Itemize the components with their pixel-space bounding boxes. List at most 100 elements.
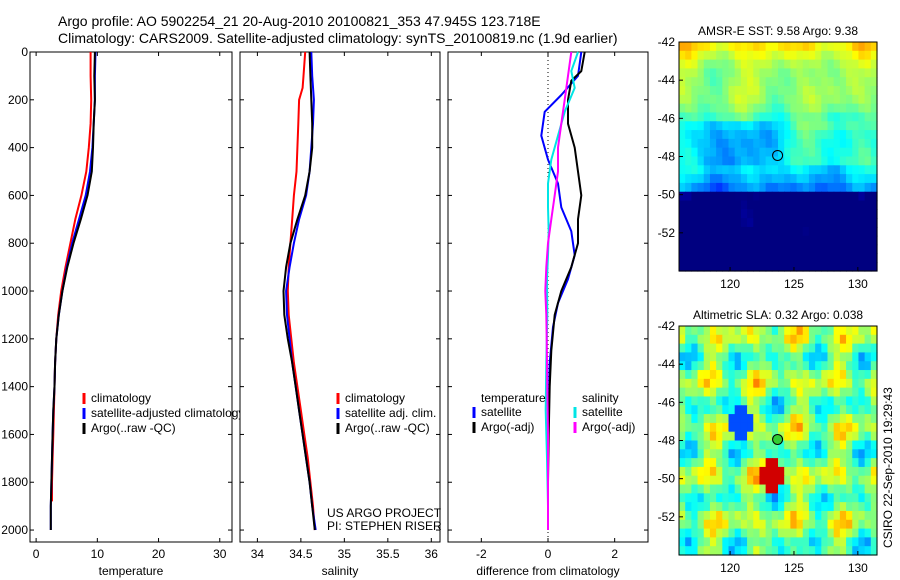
sst_map-cell	[821, 253, 829, 263]
sst_map-cell	[771, 94, 779, 105]
sst_map-cell	[722, 50, 730, 61]
sst_map-cell	[864, 244, 872, 254]
sst_map-cell	[679, 77, 686, 87]
sst_map-cell	[778, 262, 785, 272]
sla_map-cell	[846, 502, 853, 512]
sst_map-cell	[839, 165, 847, 175]
sst_map-cell	[846, 253, 853, 263]
sla_map-cell	[870, 493, 878, 503]
sst_map-cell	[839, 86, 847, 96]
sst_map-cell	[833, 253, 841, 263]
sla_map-cell	[870, 537, 878, 547]
sst_map-cell	[753, 121, 761, 131]
sla_map-cell	[722, 458, 730, 468]
sla_map-cell	[790, 361, 798, 371]
sla_map-cell	[846, 431, 853, 442]
sla_map-cell	[685, 510, 692, 521]
sst_map-cell	[679, 156, 686, 166]
sla_map-cell	[703, 440, 711, 450]
sst_map-cell	[685, 218, 692, 228]
sst_map-cell	[784, 244, 791, 254]
sla_map-cell	[747, 431, 754, 442]
sst_map-cell	[722, 68, 730, 78]
sla_map-cell	[740, 493, 748, 503]
sla_map-cell	[808, 466, 816, 477]
sla_map-cell	[679, 378, 686, 389]
sst_map-cell	[858, 121, 866, 131]
sla_map-cell	[778, 422, 785, 433]
sla_map-cell	[728, 334, 736, 345]
sst_map-cell	[679, 200, 686, 210]
sla_map-cell	[679, 405, 686, 415]
sla_map-cell	[722, 387, 730, 398]
difference-xtick-label: -2	[476, 547, 487, 561]
sst_map-cell	[747, 147, 754, 158]
sla_map-cell	[833, 387, 841, 398]
sla_map-cell	[839, 440, 847, 450]
sst_map-cell	[846, 103, 853, 114]
sst_map-cell	[796, 130, 804, 140]
sla_map-cell	[765, 458, 773, 468]
sst_map-xtick-label: 130	[848, 277, 868, 291]
sla_map-cell	[864, 475, 872, 486]
sst_map-cell	[802, 209, 810, 219]
sla_map-cell	[771, 352, 779, 362]
sst_map-cell	[833, 59, 841, 70]
sla_map-cell	[679, 466, 686, 477]
sst_map-cell	[778, 86, 785, 96]
sst_map-cell	[734, 59, 742, 70]
sst_map-cell	[808, 86, 816, 96]
sst_map-cell	[728, 218, 736, 228]
sla_map-cell	[703, 361, 711, 371]
sla_map-cell	[815, 352, 822, 362]
sst_map-cell	[709, 121, 717, 131]
salinity-xtick-label: 35.5	[376, 547, 400, 561]
sla_map-cell	[815, 387, 822, 398]
sla_map-cell	[685, 528, 692, 538]
sst_map-cell	[679, 59, 686, 70]
sst_map-cell	[864, 130, 872, 140]
sla_map-cell	[722, 537, 730, 547]
sla_map-cell	[709, 510, 717, 521]
sst_map-cell	[778, 121, 785, 131]
sla_map-cell	[833, 475, 841, 486]
sla_map-cell	[864, 519, 872, 530]
sst_map-cell	[753, 200, 761, 210]
sst_map-cell	[697, 244, 705, 254]
sla_map-cell	[753, 405, 761, 415]
sst_map-cell	[759, 244, 767, 254]
sla_map-cell	[870, 475, 878, 486]
sst_map-cell	[679, 226, 686, 237]
sst_map-cell	[740, 77, 748, 87]
sla_map-cell	[740, 537, 748, 547]
sst_map-cell	[771, 182, 779, 193]
sla_map-cell	[765, 546, 773, 556]
sla_map-cell	[679, 387, 686, 398]
sla_map-cell	[808, 528, 816, 538]
sst_map-cell	[685, 147, 692, 158]
sla_map-cell	[784, 414, 791, 424]
sst_map-cell	[728, 253, 736, 263]
sst_map-cell	[747, 59, 754, 70]
sla_map-cell	[802, 414, 810, 424]
sst_map-cell	[778, 68, 785, 78]
sst_map-cell	[728, 262, 736, 272]
sst_map-cell	[759, 130, 767, 140]
sla_map-cell	[703, 502, 711, 512]
sla_map-cell	[833, 440, 841, 450]
sla_map-cell	[808, 502, 816, 512]
sst_map-cell	[839, 121, 847, 131]
sst_map-cell	[796, 165, 804, 175]
sla_map-cell	[846, 475, 853, 486]
sst_map-cell	[802, 244, 810, 254]
sst_map-cell	[709, 59, 717, 70]
sla_map-cell	[753, 458, 761, 468]
sst_map-cell	[858, 138, 866, 149]
sla_map-cell	[679, 414, 686, 424]
sst_map-cell	[808, 191, 816, 202]
sst_map-cell	[691, 226, 699, 237]
sla_map-cell	[740, 414, 748, 424]
sst_map-cell	[722, 86, 730, 96]
sst_map-cell	[870, 147, 878, 158]
sla_map-title: Altimetric SLA: 0.32 Argo: 0.038	[693, 308, 863, 322]
